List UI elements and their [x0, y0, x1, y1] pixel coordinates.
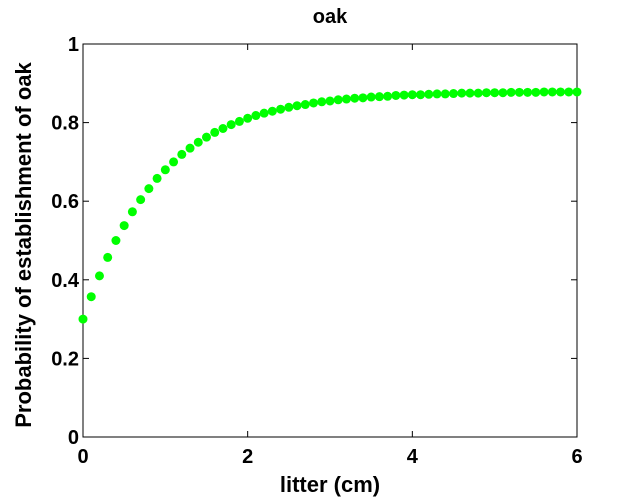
data-point	[300, 100, 310, 110]
data-point	[284, 102, 294, 112]
data-point	[78, 314, 88, 324]
data-point	[506, 87, 516, 97]
data-point	[341, 94, 351, 104]
y-tick-label: 0.2	[51, 348, 79, 370]
data-point	[136, 195, 146, 205]
data-point	[457, 88, 467, 98]
data-point	[440, 89, 450, 99]
y-tick-label: 0.4	[51, 270, 80, 292]
data-point	[449, 89, 458, 99]
data-point	[424, 89, 434, 99]
data-point	[407, 90, 417, 100]
data-point	[267, 106, 277, 116]
data-point	[226, 120, 236, 130]
axis-ticks: 0 2 4 6 0 0.2 0.4 0.6 0.8 1	[51, 34, 582, 468]
data-point	[218, 123, 228, 133]
x-axis-label: litter (cm)	[280, 472, 380, 497]
data-point	[309, 98, 319, 108]
data-point	[94, 271, 104, 281]
data-point	[383, 91, 393, 101]
data-point	[152, 173, 162, 183]
data-point	[465, 88, 475, 98]
data-point	[276, 104, 286, 114]
data-point	[432, 89, 442, 99]
data-point	[498, 88, 508, 98]
y-axis-label: Probability of establishment of oak	[11, 61, 36, 427]
data-point	[547, 87, 557, 97]
y-tick-label: 1	[68, 34, 79, 56]
data-point	[523, 87, 533, 97]
data-point	[572, 87, 582, 97]
data-points	[78, 87, 582, 324]
x-tick-label: 6	[571, 446, 582, 468]
x-tick-label: 4	[407, 446, 419, 468]
x-tick-label: 2	[242, 446, 253, 468]
data-point	[251, 111, 261, 121]
data-point	[399, 90, 409, 100]
data-point	[473, 88, 483, 98]
x-tick-label: 0	[77, 446, 88, 468]
data-point	[490, 88, 500, 98]
data-point	[243, 113, 253, 123]
data-point	[374, 92, 384, 102]
chart-title: oak	[313, 6, 348, 28]
data-point	[481, 88, 491, 98]
data-point	[317, 97, 327, 107]
y-tick-label: 0	[68, 427, 79, 449]
data-point	[350, 93, 360, 103]
data-point	[358, 93, 368, 103]
data-point	[539, 87, 549, 97]
data-point	[169, 157, 179, 167]
plot-area	[82, 43, 578, 438]
data-point	[325, 96, 335, 106]
data-point	[210, 127, 220, 137]
data-point	[234, 116, 244, 126]
data-point	[127, 207, 137, 217]
data-point	[514, 87, 524, 97]
data-point	[185, 143, 195, 153]
y-tick-label: 0.6	[51, 191, 79, 213]
data-point	[366, 92, 376, 102]
data-point	[564, 87, 574, 97]
data-point	[416, 90, 426, 100]
data-point	[202, 132, 211, 142]
data-point	[86, 292, 96, 302]
data-point	[103, 252, 113, 262]
data-point	[391, 90, 401, 100]
data-point	[292, 101, 302, 111]
data-point	[177, 149, 187, 159]
data-point	[531, 87, 541, 97]
data-point	[160, 165, 170, 175]
data-point	[144, 184, 154, 194]
data-point	[259, 108, 269, 118]
y-tick-label: 0.8	[51, 113, 79, 135]
data-point	[111, 236, 121, 245]
data-point	[119, 221, 129, 231]
data-point	[556, 87, 566, 97]
data-point	[333, 95, 343, 105]
data-point	[193, 137, 203, 147]
